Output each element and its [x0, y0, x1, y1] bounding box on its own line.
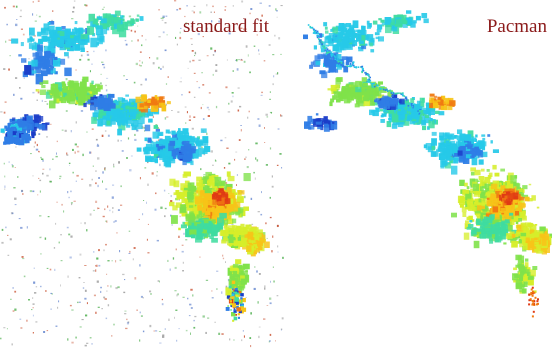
panel-standard-fit: standard fit	[0, 0, 284, 348]
panel-title-standard-fit: standard fit	[182, 16, 269, 37]
panel-title-pacman: Pacman	[486, 16, 547, 37]
velocity-map-pacman	[303, 10, 552, 318]
panel-pacman: Pacman	[287, 0, 552, 348]
velocity-map-standard-fit	[0, 0, 284, 348]
